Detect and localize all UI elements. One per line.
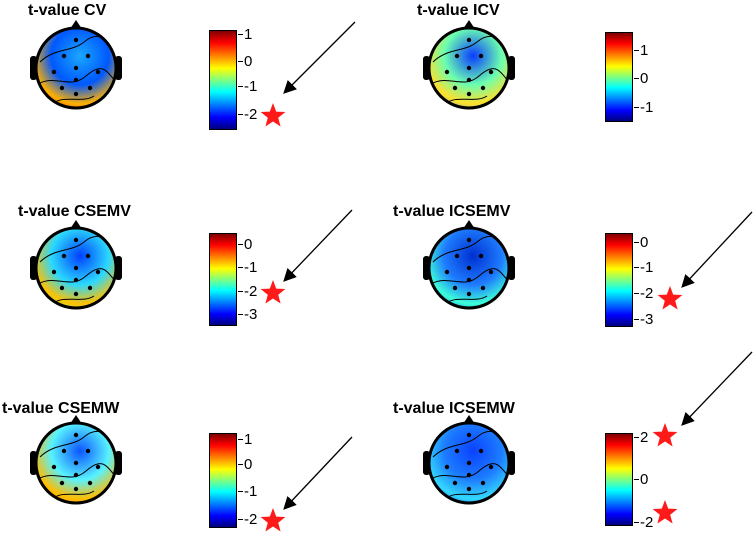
- scalp-topomap: [417, 413, 521, 518]
- colorbar-tick: [634, 479, 639, 480]
- star-icon: [652, 500, 678, 524]
- colorbar-tick-label: 1: [640, 42, 649, 59]
- colorbar-tick: [634, 267, 639, 268]
- arrow-icon: [283, 436, 353, 510]
- colorbar: 1 0 -1 -2: [209, 27, 257, 130]
- colorbar-tick-label: -1: [244, 259, 258, 276]
- panel-title: t-value CSEMV: [18, 203, 131, 220]
- colorbar-tick-label: -2: [244, 283, 258, 300]
- scalp-topomap: [24, 218, 128, 323]
- colorbar-tick: [634, 293, 639, 294]
- star-icon: [652, 423, 678, 447]
- colorbar-tick-label: 0: [244, 456, 253, 473]
- scalp-topomap: [417, 218, 521, 323]
- colorbar-tick: [238, 86, 243, 87]
- colorbar-tick: [238, 291, 243, 292]
- colorbar-tick: [238, 61, 243, 62]
- colorbar: 1 0 -1: [605, 32, 653, 122]
- colorbar: 2 0 -2: [605, 430, 653, 530]
- arrow-icon: [283, 21, 356, 94]
- colorbar-tick-label: -3: [640, 311, 654, 328]
- panel-title: t-value CV: [28, 2, 107, 19]
- colorbar-tick: [634, 242, 639, 243]
- colorbar-tick-label: -3: [244, 306, 258, 323]
- colorbar-tick-label: -1: [244, 78, 258, 95]
- scalp-topomap: [417, 18, 521, 123]
- colorbar-tick-label: 0: [244, 236, 253, 253]
- scalp-topomap: [24, 18, 128, 123]
- colorbar-tick: [238, 491, 243, 492]
- colorbar: 0 -1 -2 -3: [209, 233, 257, 326]
- colorbar-tick-label: 0: [640, 471, 649, 488]
- colorbar-tick: [238, 519, 243, 520]
- colorbar-tick-label: 0: [640, 234, 649, 251]
- colorbar-tick: [634, 50, 639, 51]
- colorbar-tick-label: -1: [244, 483, 258, 500]
- colorbar-tick: [238, 34, 243, 35]
- colorbar-tick-label: -2: [244, 511, 258, 528]
- arrow-icon: [283, 209, 353, 282]
- colorbar-tick-label: -2: [244, 106, 258, 123]
- arrow-icon: [681, 211, 753, 288]
- colorbar-tick-label: -1: [640, 259, 654, 276]
- colorbar: 0 -1 -2 -3: [605, 233, 653, 327]
- colorbar-tick: [238, 267, 243, 268]
- star-icon: [657, 286, 683, 310]
- colorbar-tick: [634, 319, 639, 320]
- colorbar-tick: [238, 464, 243, 465]
- colorbar-tick-label: -1: [640, 99, 654, 116]
- colorbar-tick-label: 0: [244, 53, 253, 70]
- star-icon: [260, 508, 286, 532]
- colorbar-tick-label: 1: [244, 26, 253, 43]
- star-icon: [260, 280, 286, 304]
- scalp-topomap: [24, 413, 128, 518]
- colorbar-tick: [634, 522, 639, 523]
- panel-title: t-value CSEMW: [2, 400, 120, 417]
- colorbar-tick-label: 1: [244, 431, 253, 448]
- colorbar-tick: [634, 437, 639, 438]
- colorbar: 1 0 -1 -2: [209, 432, 257, 528]
- colorbar-tick: [238, 439, 243, 440]
- colorbar-tick: [634, 107, 639, 108]
- star-icon: [260, 103, 286, 127]
- arrow-icon: [681, 351, 753, 426]
- panel-title: t-value ICV: [417, 2, 500, 19]
- colorbar-tick-label: 0: [640, 70, 649, 87]
- colorbar-tick: [634, 78, 639, 79]
- colorbar-tick-label: -2: [640, 285, 654, 302]
- colorbar-tick-label: -2: [640, 514, 654, 531]
- panel-title: t-value ICSEMV: [393, 203, 511, 220]
- colorbar-tick: [238, 314, 243, 315]
- colorbar-tick: [238, 244, 243, 245]
- colorbar-tick: [238, 114, 243, 115]
- panel-title: t-value ICSEMW: [393, 400, 515, 417]
- colorbar-tick-label: 2: [640, 429, 649, 446]
